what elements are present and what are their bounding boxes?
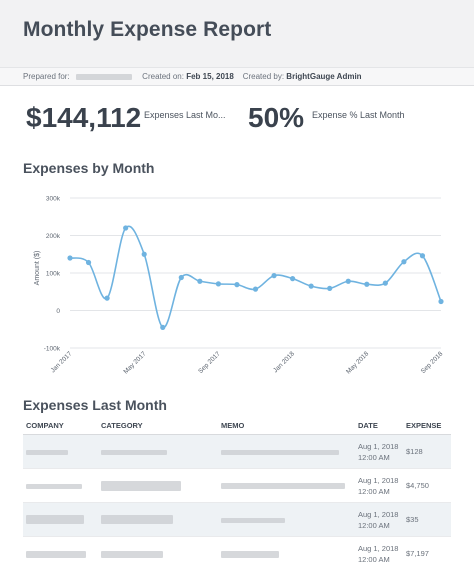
data-point-apr-2018[interactable] xyxy=(345,278,351,284)
data-point-dec-2017[interactable] xyxy=(271,273,277,279)
cell-expense: $35 xyxy=(403,502,451,537)
table-row[interactable]: Aug 1, 2018 12:00 AM $35 xyxy=(23,502,451,537)
redacted-prepared-for xyxy=(75,73,132,80)
x-tick-label: May 2017 xyxy=(122,350,147,375)
cell-expense: $4,750 xyxy=(403,468,451,503)
data-point-jun-2018[interactable] xyxy=(382,280,388,286)
kpi-row: $144,112 Expenses Last Mo... 50% Expense… xyxy=(26,100,456,140)
report-header: Monthly Expense Report xyxy=(0,0,474,68)
kpi-expense-percent-label: Expense % Last Month xyxy=(312,110,405,120)
cell-category-redacted xyxy=(98,468,218,503)
cell-category-redacted xyxy=(98,434,218,469)
x-tick-label: May 2018 xyxy=(345,350,370,375)
kpi-expenses-last-month-value: $144,112 xyxy=(26,102,142,133)
x-tick-label: Jan 2017 xyxy=(50,350,74,374)
kpi-expenses-last-month-label: Expenses Last Mo... xyxy=(144,110,226,120)
page-title: Monthly Expense Report xyxy=(23,18,272,41)
data-point-jan-2018[interactable] xyxy=(290,276,296,282)
chart-section-title: Expenses by Month xyxy=(23,160,155,176)
created-by-value: BrightGauge Admin xyxy=(286,72,362,81)
data-point-mar-2018[interactable] xyxy=(327,285,333,291)
table-row[interactable]: Aug 1, 2018 12:00 AM $128 xyxy=(23,434,451,469)
expenses-line-chart: -100k 0 100k 200k 300k Jan 2017 May 2017 Sep 2… xyxy=(34,196,445,376)
data-point-nov-2017[interactable] xyxy=(252,286,259,292)
report-meta-bar: Prepared for: Created on: Feb 15, 2018 C… xyxy=(0,68,474,86)
table-row[interactable]: Aug 1, 2018 12:00 AM $4,750 xyxy=(23,468,451,503)
col-header-expense[interactable]: EXPENSE xyxy=(403,418,451,435)
data-point-jul-2018[interactable] xyxy=(401,259,407,265)
chart-y-axis: -100k 0 100k 200k 300k xyxy=(44,196,61,353)
kpi-expense-percent-value: 50% xyxy=(248,102,305,133)
cell-date: Aug 1, 2018 12:00 AM xyxy=(355,468,403,503)
y-axis-label: Amount ($) xyxy=(34,251,41,286)
cell-memo-redacted xyxy=(218,536,355,565)
x-tick-label: Jan 2018 xyxy=(272,350,296,374)
y-tick-label: 0 xyxy=(56,308,60,315)
y-tick-label: 300k xyxy=(46,196,61,203)
y-tick-label: 100k xyxy=(46,271,61,278)
cell-memo-redacted xyxy=(218,502,355,537)
col-header-memo[interactable]: MEMO xyxy=(218,418,355,435)
cell-company-redacted xyxy=(23,468,98,503)
chart-grid xyxy=(70,197,441,349)
cell-company-redacted xyxy=(23,536,98,565)
cell-date: Aug 1, 2018 12:00 AM xyxy=(355,502,403,537)
data-point-apr-2017[interactable] xyxy=(123,225,129,231)
cell-category-redacted xyxy=(98,536,218,565)
created-on-value: Feb 15, 2018 xyxy=(186,72,234,81)
cell-company-redacted xyxy=(23,502,98,537)
data-point-aug-2018[interactable] xyxy=(419,253,426,259)
data-point-may-2018[interactable] xyxy=(364,281,370,287)
data-point-aug-2017[interactable] xyxy=(197,278,203,284)
col-header-category[interactable]: CATEGORY xyxy=(98,418,218,435)
table-section-title: Expenses Last Month xyxy=(23,397,167,413)
chart-x-axis: Jan 2017 May 2017 Sep 2017 Jan 2018 May 2018… xyxy=(50,350,445,375)
expenses-series-line xyxy=(69,225,442,329)
cell-memo-redacted xyxy=(218,434,355,469)
expenses-series-points xyxy=(67,225,444,330)
cell-expense: $7,197 xyxy=(403,536,451,565)
x-tick-label: Sep 2017 xyxy=(197,350,222,375)
prepared-for-label: Prepared for: xyxy=(23,72,70,81)
y-tick-label: -100k xyxy=(44,346,61,353)
cell-category-redacted xyxy=(98,502,218,537)
created-on-label: Created on: xyxy=(142,72,184,81)
data-point-sep-2017[interactable] xyxy=(215,281,221,287)
data-point-oct-2017[interactable] xyxy=(234,282,240,288)
expenses-table: COMPANY CATEGORY MEMO DATE EXPENSE Aug 1… xyxy=(23,418,451,565)
data-point-jun-2017[interactable] xyxy=(160,324,166,330)
table-header-row: COMPANY CATEGORY MEMO DATE EXPENSE xyxy=(23,418,451,435)
data-point-feb-2017[interactable] xyxy=(85,259,92,266)
data-point-feb-2018[interactable] xyxy=(308,283,314,289)
cell-expense: $128 xyxy=(403,434,451,469)
col-header-date[interactable]: DATE xyxy=(355,418,403,435)
created-by-label: Created by: xyxy=(242,72,285,81)
cell-date: Aug 1, 2018 12:00 AM xyxy=(355,434,403,469)
y-tick-label: 200k xyxy=(46,233,61,240)
cell-memo-redacted xyxy=(218,468,355,503)
x-tick-label: Sep 2018 xyxy=(420,350,445,375)
col-header-company[interactable]: COMPANY xyxy=(23,418,98,435)
cell-date: Aug 1, 2018 12:00 AM xyxy=(355,536,403,565)
data-point-may-2017[interactable] xyxy=(141,251,147,257)
data-point-jul-2017[interactable] xyxy=(178,274,184,281)
cell-company-redacted xyxy=(23,434,98,469)
table-row[interactable]: Aug 1, 2018 12:00 AM $7,197 xyxy=(23,536,451,565)
data-point-mar-2017[interactable] xyxy=(104,295,110,301)
data-point-jan-2017[interactable] xyxy=(67,255,73,261)
data-point-sep-2018[interactable] xyxy=(438,298,444,305)
